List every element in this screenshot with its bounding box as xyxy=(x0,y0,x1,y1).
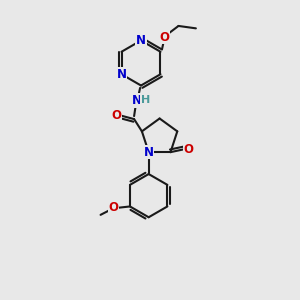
Text: N: N xyxy=(144,146,154,159)
Text: N: N xyxy=(116,68,127,81)
Text: O: O xyxy=(111,109,121,122)
Text: H: H xyxy=(141,95,150,105)
Text: O: O xyxy=(184,142,194,156)
Text: O: O xyxy=(159,31,169,44)
Text: N: N xyxy=(136,34,146,47)
Text: O: O xyxy=(109,201,118,214)
Text: N: N xyxy=(131,94,142,107)
